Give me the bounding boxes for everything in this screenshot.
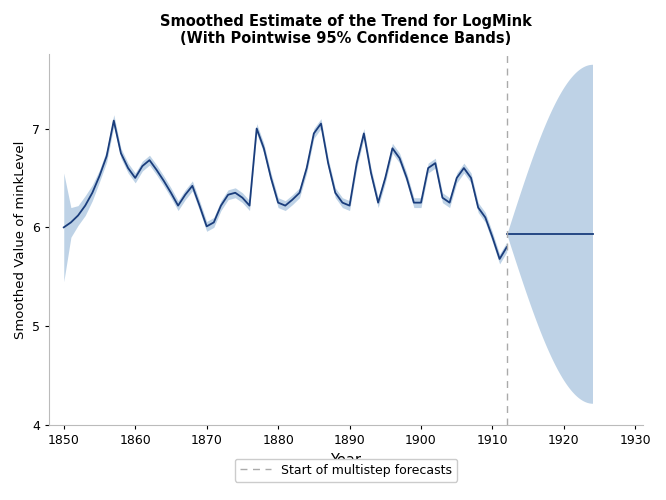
- Legend: Start of multistep forecasts: Start of multistep forecasts: [235, 459, 457, 482]
- Title: Smoothed Estimate of the Trend for LogMink
(With Pointwise 95% Confidence Bands): Smoothed Estimate of the Trend for LogMi…: [160, 14, 532, 46]
- X-axis label: Year: Year: [330, 452, 362, 468]
- Y-axis label: Smoothed Value of minkLevel: Smoothed Value of minkLevel: [14, 140, 27, 339]
